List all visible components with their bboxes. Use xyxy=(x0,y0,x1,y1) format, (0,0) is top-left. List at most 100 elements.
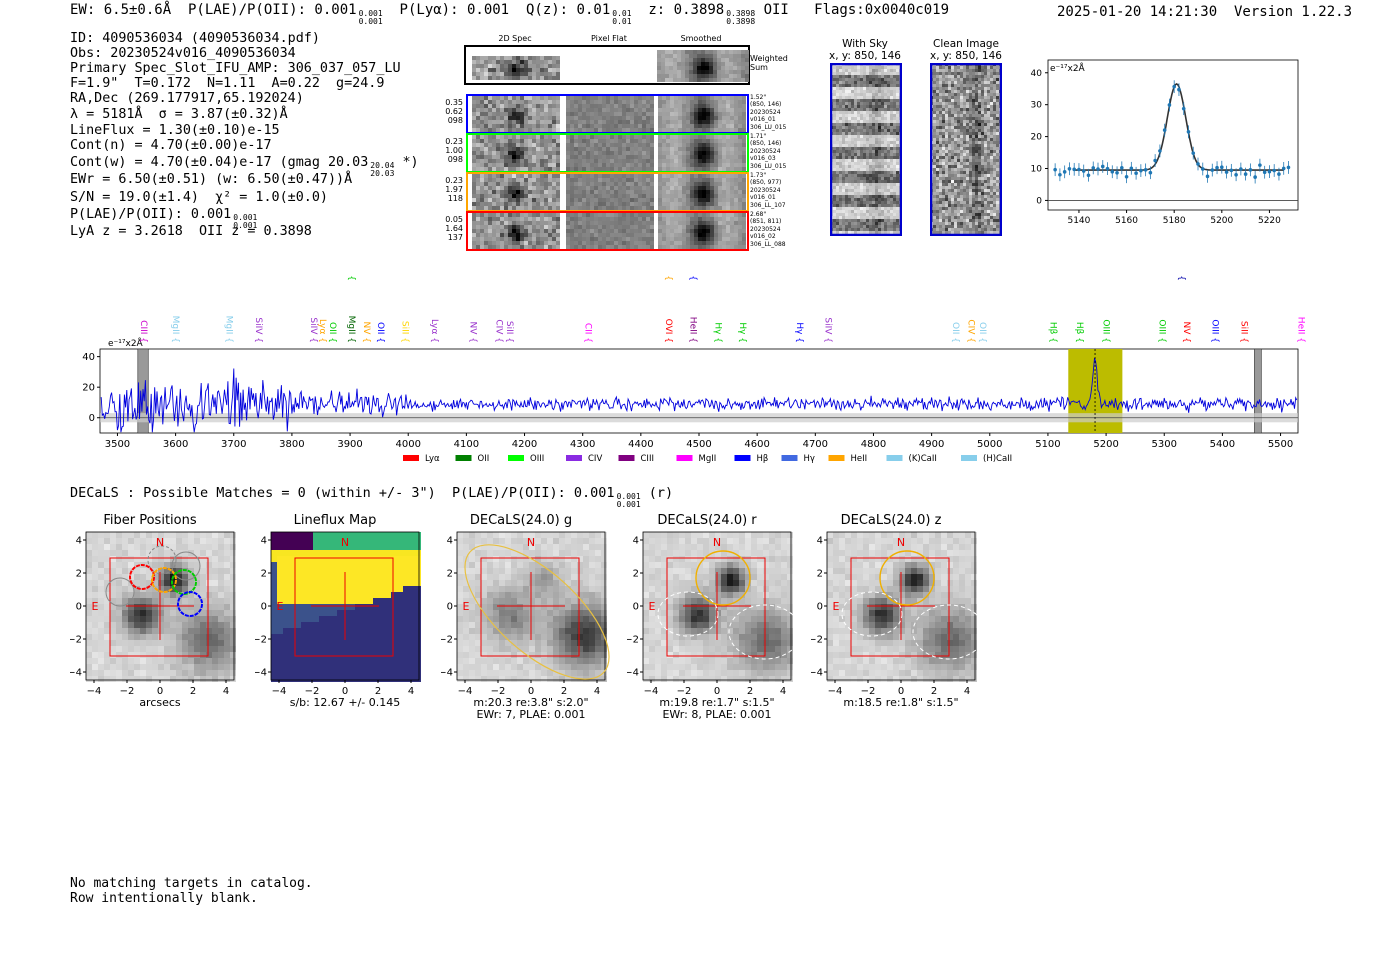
north-label: N xyxy=(713,536,721,549)
decals-ytick-label: 2 xyxy=(633,569,639,580)
header-ew-plae: EW: 6.5±0.6Å P(LAE)/P(OII): 0.001 xyxy=(70,2,357,18)
decals-panel-title: Fiber Positions xyxy=(103,513,197,528)
cutout-panel xyxy=(464,45,750,251)
decals-xtick-label: 2 xyxy=(931,686,937,697)
decals-xtick-label: −4 xyxy=(644,686,659,697)
decals-xtick-label: 0 xyxy=(342,686,348,697)
decals-panel-image: N E −4 −4 −2 −2 0 0 2 2 4 4 xyxy=(441,531,610,697)
decals-ytick-label: 2 xyxy=(817,569,823,580)
decals-xtick-label: 4 xyxy=(223,686,229,697)
footer-line-1: No matching targets in catalog. xyxy=(70,876,313,891)
zoom-data-point xyxy=(1248,163,1253,177)
zoom-data-point xyxy=(1243,167,1248,181)
zoom-data-point xyxy=(1053,163,1057,177)
spectrum-xtick-label: 4800 xyxy=(861,439,886,450)
cutout-row-meta-item: 1.73" (850, 977) 20230524 v016_01 306_LL_107 xyxy=(750,172,786,209)
info-id: ID: 4090536034 (4090536034.pdf) xyxy=(70,31,320,46)
info-gmag-frac: 20.04 20.03 xyxy=(370,161,395,178)
zoom-data-point xyxy=(1077,163,1081,176)
clean-image-title: Clean Image x, y: 850, 146 xyxy=(930,38,1002,62)
decals-panel-caption: arcsecs xyxy=(139,696,181,709)
zoom-data-point xyxy=(1120,161,1124,175)
decals-ytick-label: 0 xyxy=(447,602,453,613)
zoom-data-point xyxy=(1158,144,1162,158)
decals-xtick-label: 2 xyxy=(747,686,753,697)
decals-ellipse-dashed xyxy=(728,604,797,660)
zoom-data-point xyxy=(1115,166,1119,180)
spectrum-line-marker: OVI { xyxy=(663,319,673,343)
decals-ytick-label: 2 xyxy=(447,569,453,580)
spectrum-legend-item: OII xyxy=(455,454,489,464)
decals-panel-image: N E −4 −4 −2 −2 0 0 2 2 4 4 xyxy=(627,531,797,697)
info-primary: Primary Spec_Slot_IFU_AMP: 306_037_057_L… xyxy=(70,61,401,76)
decals-ytick-label: 0 xyxy=(261,602,267,613)
spectrum-legend-item: MgII xyxy=(676,454,716,464)
weighted-sum-label: Weighted Sum xyxy=(750,54,788,72)
spectrum-xtick-label: 4000 xyxy=(395,439,420,450)
image-frame xyxy=(830,63,902,236)
spectrum-line-marker: OIII { xyxy=(1210,319,1220,343)
decals-summary: DECaLS : Possible Matches = 0 (within +/… xyxy=(70,485,674,509)
decals-ellipse-dashed xyxy=(841,591,903,637)
cutout-row-stat: 0.23 1.00 098 xyxy=(445,137,463,164)
east-label: E xyxy=(649,600,656,613)
cutout-tile xyxy=(472,213,560,249)
spectrum-ytick-label: 20 xyxy=(82,383,95,394)
header-plya: P(Lyα): 0.001 Q(z): 0.01 xyxy=(382,2,611,18)
footer-notes: No matching targets in catalog. Row inten… xyxy=(70,876,313,906)
cutout-row-meta-item: 1.71" (850, 146) 20230524 v016_03 306_LU_015 xyxy=(750,133,787,170)
decals-panel-caption: m:19.8 re:1.7" s:1.5" xyxy=(659,696,775,709)
fiber-circle-colored xyxy=(177,591,203,617)
east-label: E xyxy=(277,600,284,613)
spectrum-xtick-label: 3900 xyxy=(337,439,362,450)
spectrum-xtick-label: 5400 xyxy=(1210,439,1235,450)
decals-xtick-label: 0 xyxy=(714,686,720,697)
col-pixel-flat: Pixel Flat xyxy=(591,34,627,43)
decals-xtick-label: 4 xyxy=(594,686,600,697)
decals-panel-caption: EWr: 8, PLAE: 0.001 xyxy=(662,708,772,721)
decals-ytick-label: −4 xyxy=(441,668,453,679)
decals-ytick-label: −2 xyxy=(255,635,267,646)
spectrum-line-marker: OII { xyxy=(977,322,987,343)
spectrum-top-marker: OIII { xyxy=(1176,275,1186,281)
zoom-data-point xyxy=(1267,165,1272,179)
info-ewr: EWr = 6.50(±0.51) (w: 6.50(±0.47))Å xyxy=(70,172,353,187)
spectrum-flux-line xyxy=(100,357,1298,433)
decals-xtick-label: 0 xyxy=(157,686,163,697)
decals-panel-title: Lineflux Map xyxy=(293,513,377,528)
spectrum-line-marker: Hγ { xyxy=(712,322,722,343)
decals-panel-title: DECaLS(24.0) z xyxy=(840,513,942,528)
zoom-data-point xyxy=(1224,165,1229,179)
fiber-circle-colored xyxy=(129,564,155,590)
zoom-data-point xyxy=(1086,168,1091,182)
spectrum-xtick-label: 4100 xyxy=(454,439,479,450)
decals-xtick-label: 4 xyxy=(964,686,970,697)
clean-image xyxy=(930,63,1002,236)
spectrum-line-marker: Hβ { xyxy=(1074,322,1084,343)
decals-xtick-label: 4 xyxy=(408,686,414,697)
spectrum-line-marker: HeII { xyxy=(687,317,697,343)
zoom-line-fit-plot: 5140 5160 5180 5200 5220 0 10 20 30 40 e⁻¹⁷x2Å xyxy=(1031,59,1299,226)
spectrum-legend-item: (K)CaII xyxy=(886,454,937,464)
cutout-row-stat: 0.05 1.64 137 xyxy=(445,215,463,242)
spectrum-xtick-label: 5100 xyxy=(1035,439,1060,450)
spectrum-line-marker: CIV { xyxy=(965,319,975,343)
decals-panel-image: N E −4 −4 −2 −2 0 0 2 2 4 4 xyxy=(811,531,981,697)
north-label: N xyxy=(156,536,164,549)
info-contw: Cont(w) = 4.70(±0.04)e-17 (gmag 20.03 20.… xyxy=(70,155,419,178)
fiber-circle xyxy=(171,551,201,581)
zoom-data-point xyxy=(1105,162,1110,176)
zoom-data-point xyxy=(1191,146,1196,160)
zoom-data-point xyxy=(1220,160,1224,174)
spectrum-line-marker: MgII { xyxy=(346,316,356,343)
spectrum-line-marker: SiII { xyxy=(1239,321,1249,343)
spectrum-ytick-label: 0 xyxy=(89,413,95,424)
decals-ytick-label: 0 xyxy=(76,602,82,613)
cutout-tile xyxy=(472,174,560,210)
info-plae: P(LAE)/P(OII): 0.001 0.001 0.001 xyxy=(70,207,258,230)
spectrum-ytick-label: 40 xyxy=(82,352,95,363)
zoom-data-point xyxy=(1215,161,1219,175)
header-z: z: 0.3898 xyxy=(631,2,725,18)
spectrum-line-marker: SiIV { xyxy=(308,317,318,343)
decals-xtick-label: −2 xyxy=(861,686,876,697)
